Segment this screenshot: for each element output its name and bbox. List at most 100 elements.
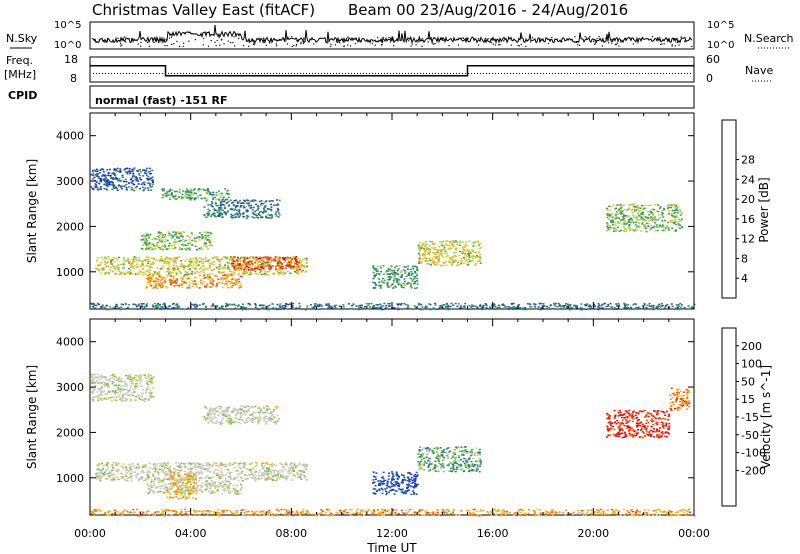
nave-dot-148 [537,73,538,74]
echo-0-5-17 [148,173,151,175]
echo-0-0-465 [366,304,369,307]
echo-0-1-134 [176,266,179,269]
echo-1-1-261 [269,464,272,466]
echo-0-0-586 [134,303,137,306]
echo-0-1-326 [208,263,211,265]
echo-0-0-446 [202,303,204,306]
echo-0-8-32 [397,282,400,284]
nsky-dot-135 [499,44,501,46]
echo-1-0-336 [441,509,444,511]
echo-0-0-515 [163,308,166,310]
echo-0-7-22 [210,215,213,217]
nsky-dot-206 [484,37,487,39]
echo-1-1-85 [244,462,247,464]
echo-0-5-23 [132,174,135,176]
echo-0-1-224 [297,257,300,260]
nave-dot-138 [507,73,508,74]
echo-0-10-260 [624,230,627,233]
echo-0-9-264 [441,248,444,251]
echo-0-0-130 [278,305,281,307]
echo-1-0-297 [328,509,331,512]
echo-0-0-684 [551,308,554,310]
echo-0-2-58 [252,256,255,258]
echo-0-4-191 [172,231,175,233]
nsky-dot-227 [106,40,108,42]
echo-0-0-203 [298,307,301,309]
echo-0-10-347 [634,230,637,232]
echo-0-1-592 [178,270,181,272]
nave-dot-154 [555,73,556,74]
echo-1-0-97 [634,513,637,515]
echo-0-3-32 [151,278,154,281]
echo-0-5-79 [138,174,141,177]
echo-0-0-57 [279,303,282,305]
echo-1-1-136 [169,466,171,468]
echo-0-0-624 [400,302,403,305]
echo-0-0-666 [418,303,421,306]
echo-0-10-154 [638,222,640,224]
nave-dot-80 [333,73,334,74]
echo-1-0-274 [96,510,99,512]
echo-0-0-527 [508,306,511,309]
echo-0-3-96 [171,281,174,284]
echo-1-0-143 [231,512,234,514]
echo-0-0-193 [590,305,593,308]
echo-0-9-79 [468,249,470,252]
echo-0-10-194 [613,230,616,233]
echo-0-5-32 [130,177,133,180]
echo-0-9-119 [418,260,421,263]
echo-0-9-158 [439,252,442,254]
echo-0-1-357 [206,259,209,261]
echo-0-2-129 [294,263,297,265]
echo-0-1-666 [268,270,271,273]
echo-0-1-671 [160,259,163,262]
echo-1-0-465 [326,508,329,511]
nsky-dot-14 [680,36,682,38]
echo-0-5-116 [96,187,99,189]
echo-1-0-232 [611,512,614,515]
echo-0-6-46 [197,195,200,197]
echo-1-1-83 [257,472,260,474]
echo-0-5-222 [150,189,153,191]
echo-0-1-165 [286,270,289,273]
nsky-dot-72 [381,41,383,43]
echo-1-1-104 [157,462,160,465]
echo-0-8-40 [388,286,391,288]
nave-dot-51 [246,73,247,74]
nave-dot-107 [414,73,415,74]
echo-0-1-228 [228,270,231,273]
echo-0-1-149 [212,264,215,266]
echo-0-0-545 [233,303,236,306]
echo-1-0-543 [424,510,427,513]
nave-dot-170 [603,73,604,74]
echo-0-0-645 [417,304,420,306]
echo-0-6-12 [187,191,190,194]
echo-0-6-99 [168,195,171,197]
echo-0-6-92 [179,188,182,190]
echo-1-0-452 [279,513,282,515]
echo-0-5-92 [135,179,138,182]
echo-0-1-524 [140,271,143,273]
echo-0-9-164 [437,260,440,263]
echo-0-4-183 [183,231,186,234]
echo-0-9-274 [426,260,429,262]
echo-1-0-23 [280,508,283,511]
echo-0-7-180 [261,212,264,214]
echo-1-0-525 [445,512,448,514]
echo-0-10-291 [675,220,678,223]
echo-1-0-252 [254,512,257,515]
nave-dot-167 [594,73,595,74]
echo-0-9-260 [470,259,473,262]
echo-1-0-681 [243,513,246,516]
echo-0-0-373 [612,308,615,310]
echo-0-1-246 [179,272,182,274]
nsky-dot-168 [457,44,460,46]
echo-1-0-479 [217,515,220,517]
echo-0-4-160 [191,239,194,242]
nsky-dot-117 [517,44,519,47]
echo-0-1-560 [167,262,170,265]
echo-1-0-440 [528,508,530,511]
echo-0-4-134 [161,239,164,241]
echo-1-0-111 [156,511,159,513]
